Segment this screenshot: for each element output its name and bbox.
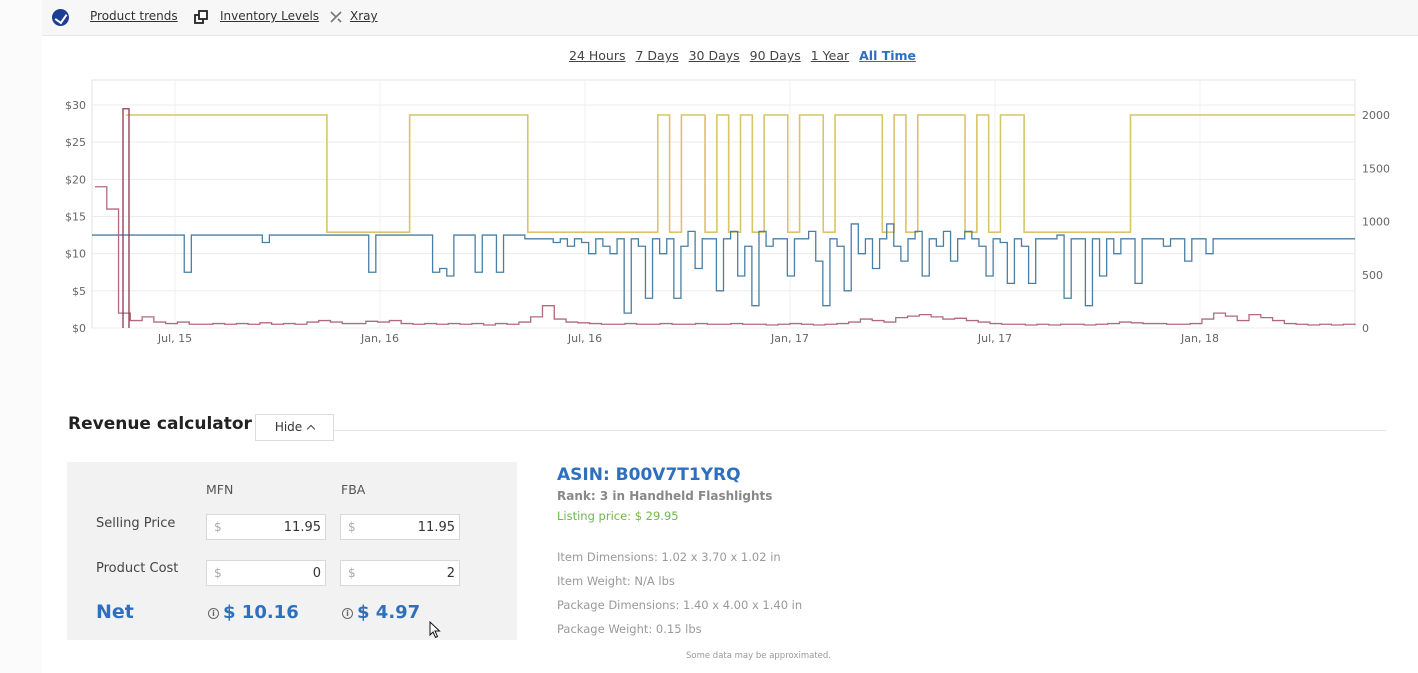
mfn-selling-price-field[interactable]: $ xyxy=(206,514,326,540)
x-tick-label: Jul, 15 xyxy=(157,332,192,345)
left-gutter xyxy=(0,0,42,673)
fba-product-cost-field[interactable]: $ xyxy=(340,560,460,586)
currency-symbol: $ xyxy=(214,566,222,580)
currency-symbol: $ xyxy=(348,566,356,580)
x-tick-label: Jul, 16 xyxy=(567,332,602,345)
nav-link-product-trends[interactable]: Product trends xyxy=(90,9,178,23)
mfn-net-amount: $ 10.16 xyxy=(223,602,299,623)
selling-price-label: Selling Price xyxy=(96,516,176,531)
mfn-product-cost-input[interactable] xyxy=(229,563,321,583)
range-30-days[interactable]: 30 Days xyxy=(688,48,740,63)
package-dimensions: Package Dimensions: 1.40 x 4.00 x 1.40 i… xyxy=(557,598,803,612)
range-7-days[interactable]: 7 Days xyxy=(635,48,679,63)
xray-icon xyxy=(330,11,342,23)
y-left-tick-label: $20 xyxy=(65,173,86,186)
y-right-tick-label: 500 xyxy=(1362,269,1383,282)
y-left-tick-label: $0 xyxy=(72,322,86,335)
revenue-calculator-panel: MFN FBA Selling Price $ $ Product Cost $… xyxy=(67,462,517,640)
approximation-footnote: Some data may be approximated. xyxy=(686,651,831,661)
fba-net-value: i $ 4.97 xyxy=(342,602,420,623)
info-icon[interactable]: i xyxy=(342,608,353,619)
inventory-windows-icon xyxy=(194,10,208,24)
section-divider xyxy=(334,430,1386,431)
nav-link-xray[interactable]: Xray xyxy=(350,9,378,23)
column-header-fba: FBA xyxy=(341,482,366,497)
fba-net-amount: $ 4.97 xyxy=(357,602,421,623)
product-cost-label: Product Cost xyxy=(96,561,179,576)
fba-product-cost-input[interactable] xyxy=(363,563,455,583)
y-right-tick-label: 1500 xyxy=(1362,162,1390,175)
fba-selling-price-input[interactable] xyxy=(363,517,455,537)
y-left-tick-label: $30 xyxy=(65,99,86,112)
mfn-selling-price-input[interactable] xyxy=(229,517,321,537)
x-tick-label: Jan, 16 xyxy=(360,332,399,345)
mfn-product-cost-field[interactable]: $ xyxy=(206,560,326,586)
hide-calculator-button[interactable]: Hide xyxy=(255,414,334,441)
currency-symbol: $ xyxy=(214,520,222,534)
y-left-tick-label: $5 xyxy=(72,285,86,298)
net-label: Net xyxy=(96,601,134,623)
info-icon[interactable]: i xyxy=(208,608,219,619)
y-right-tick-label: 0 xyxy=(1362,322,1369,335)
sales-rank-line xyxy=(126,114,1355,233)
x-tick-label: Jan, 18 xyxy=(1180,332,1219,345)
x-tick-label: Jul, 17 xyxy=(977,332,1012,345)
top-nav-bar: Product trends Inventory Levels Xray xyxy=(42,0,1418,36)
mfn-net-value: i $ 10.16 xyxy=(208,602,299,623)
range-all-time[interactable]: All Time xyxy=(859,48,917,63)
revenue-calculator-title: Revenue calculator xyxy=(68,414,252,434)
time-range-selector: 24 Hours 7 Days 30 Days 90 Days 1 Year A… xyxy=(569,48,922,63)
y-left-tick-label: $15 xyxy=(65,211,86,224)
range-24-hours[interactable]: 24 Hours xyxy=(569,48,626,63)
item-weight: Item Weight: N/A lbs xyxy=(557,574,675,588)
column-header-mfn: MFN xyxy=(206,482,234,497)
fba-selling-price-field[interactable]: $ xyxy=(340,514,460,540)
new-price-line xyxy=(92,223,1355,314)
brand-logo-icon xyxy=(52,9,69,26)
x-tick-label: Jan, 17 xyxy=(770,332,809,345)
product-rank: Rank: 3 in Handheld Flashlights xyxy=(557,489,773,503)
listing-price: Listing price: $ 29.95 xyxy=(557,509,679,523)
mouse-cursor-icon xyxy=(429,621,441,639)
price-history-chart: $0 $5 $10 $15 $20 $25 $30 0 500 1000 1500 2000 Jul, … xyxy=(42,70,1418,360)
y-left-tick-label: $25 xyxy=(65,136,86,149)
product-asin[interactable]: ASIN: B00V7T1YRQ xyxy=(557,465,741,485)
chart-svg: $0 $5 $10 $15 $20 $25 $30 0 500 1000 1500 2000 Jul, … xyxy=(65,79,1390,345)
amazon-price-line xyxy=(122,108,130,328)
item-dimensions: Item Dimensions: 1.02 x 3.70 x 1.02 in xyxy=(557,550,781,564)
range-90-days[interactable]: 90 Days xyxy=(749,48,801,63)
currency-symbol: $ xyxy=(348,520,356,534)
nav-link-inventory-levels[interactable]: Inventory Levels xyxy=(220,9,320,23)
y-left-tick-label: $10 xyxy=(65,248,86,261)
chevron-up-icon xyxy=(306,424,316,434)
used-price-line xyxy=(95,186,1356,326)
package-weight: Package Weight: 0.15 lbs xyxy=(557,622,702,636)
y-right-tick-label: 1000 xyxy=(1362,216,1390,229)
range-1-year[interactable]: 1 Year xyxy=(810,48,850,63)
hide-button-label: Hide xyxy=(274,420,303,434)
y-right-tick-label: 2000 xyxy=(1362,109,1390,122)
